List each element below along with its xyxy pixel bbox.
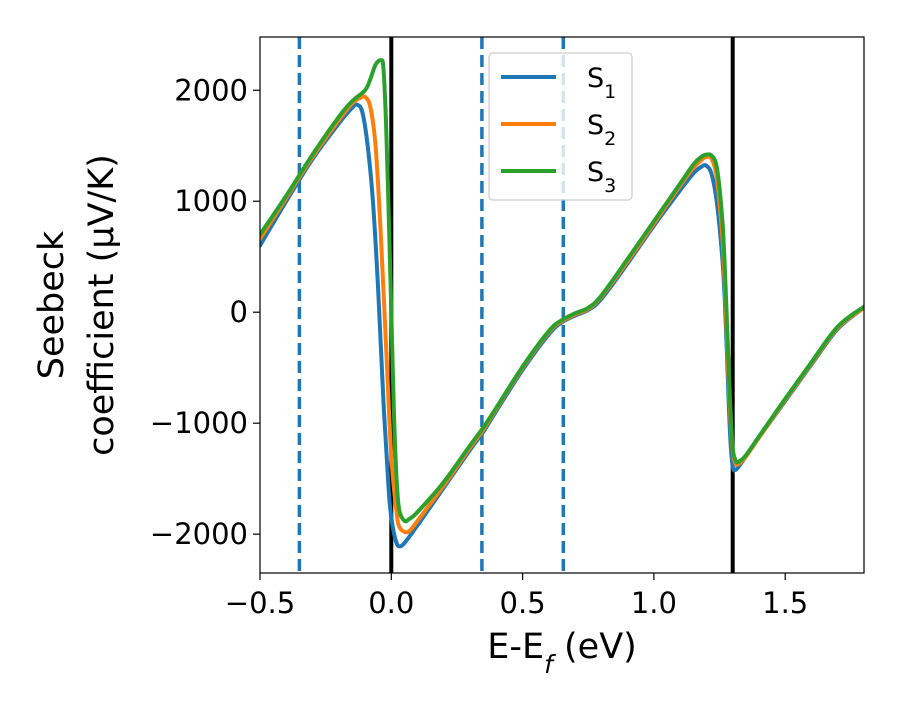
y-axis-label-line2: coefficient (μV/K): [82, 154, 122, 456]
y-tick-label: −2000: [150, 517, 248, 551]
legend-label-subscript: 3: [604, 175, 616, 197]
axis-ticks: −0.5 0.0 0.5 1.0 1.5 −2000 −1000 0 1000 2000: [150, 73, 808, 620]
y-axis-label-line1: Seebeck: [32, 230, 72, 379]
x-tick-label: 0.5: [500, 586, 546, 620]
x-tick-label: 0.0: [368, 586, 414, 620]
x-tick-label: 1.5: [762, 586, 808, 620]
legend-label-subscript: 1: [604, 81, 616, 103]
x-axis-label-subscript: f: [544, 650, 556, 679]
y-tick-label: 0: [230, 295, 248, 329]
plot-frame: [259, 36, 865, 574]
series-lines: [260, 58, 864, 549]
y-tick-label: 1000: [174, 184, 248, 218]
x-axis-label: E-Ef (eV): [487, 627, 637, 679]
y-tick-label: 2000: [174, 73, 248, 107]
y-tick-label: −1000: [150, 406, 248, 440]
series-line-3: [260, 58, 864, 524]
legend-label-subscript: 2: [604, 128, 616, 150]
x-tick-label: 1.0: [631, 586, 677, 620]
x-tick-label: −0.5: [225, 586, 295, 620]
legend-box: [488, 52, 633, 201]
